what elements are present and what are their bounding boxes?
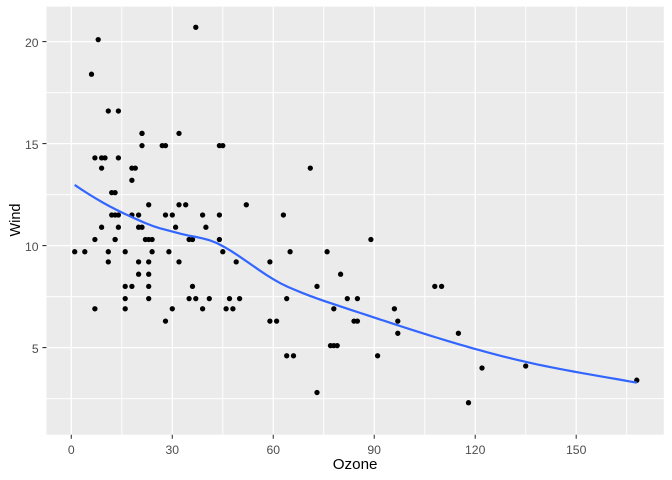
svg-text:120: 120 [465,443,486,457]
svg-text:90: 90 [367,443,381,457]
svg-text:10: 10 [25,240,39,254]
svg-text:Wind: Wind [8,203,24,236]
svg-text:5: 5 [32,342,39,356]
svg-text:0: 0 [68,443,75,457]
svg-text:60: 60 [267,443,281,457]
svg-text:Ozone: Ozone [333,456,378,473]
svg-text:20: 20 [25,36,39,50]
svg-text:150: 150 [566,443,587,457]
svg-text:15: 15 [25,138,39,152]
svg-text:30: 30 [166,443,180,457]
